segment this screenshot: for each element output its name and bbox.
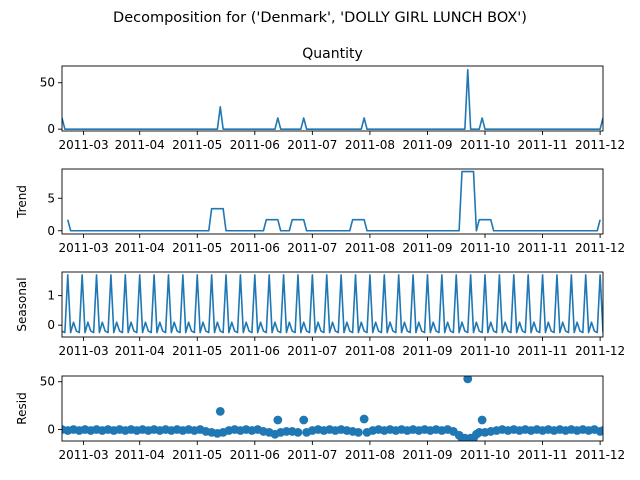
y-tick-label: 1: [47, 289, 55, 303]
x-tick-label: 2011-10: [460, 241, 510, 255]
x-tick-label: 2011-07: [287, 241, 337, 255]
resid-point: [273, 415, 283, 425]
quantity-title: Quantity: [302, 46, 363, 62]
x-tick-label: 2011-04: [115, 138, 165, 152]
x-tick-label: 2011-04: [115, 241, 165, 255]
x-tick-label: 2011-03: [59, 344, 109, 358]
y-tick-label: 50: [40, 76, 55, 90]
x-tick-label: 2011-03: [59, 448, 109, 462]
x-tick-label: 2011-10: [460, 344, 510, 358]
x-tick-label: 2011-09: [402, 448, 452, 462]
x-tick-label: 2011-03: [59, 241, 109, 255]
x-tick-label: 2011-07: [287, 448, 337, 462]
x-tick-label: 2011-10: [460, 448, 510, 462]
x-tick-label: 2011-09: [402, 241, 452, 255]
seasonal-axes-frame: [61, 271, 604, 338]
quantity-line: [62, 68, 603, 130]
y-tick-label: 0: [47, 224, 55, 238]
x-tick-label: 2011-08: [345, 138, 395, 152]
x-tick-label: 2011-05: [172, 344, 222, 358]
x-tick-label: 2011-09: [402, 344, 452, 358]
x-tick-label: 2011-09: [402, 138, 452, 152]
resid-point: [477, 415, 487, 425]
x-tick-label: 2011-05: [172, 448, 222, 462]
x-tick-label: 2011-11: [517, 448, 567, 462]
trend-series: [66, 170, 601, 232]
x-tick-label: 2011-06: [230, 344, 280, 358]
trend-line: [66, 170, 601, 232]
quantity-axes-frame: [61, 65, 604, 132]
y-tick-label: 0: [47, 423, 55, 437]
resid-point: [354, 428, 363, 437]
resid-ylabel: Resid: [15, 392, 29, 424]
panel-quantity: 0 50 2011-03 2011-04 2011-05 2011-06 2011-07 20…: [40, 46, 625, 152]
resid-point: [215, 406, 225, 416]
resid-axes-frame: [61, 375, 604, 442]
panel-seasonal: 0 1 2011-03 2011-04 2011-05 2011-06 2011-07 201…: [15, 271, 625, 358]
y-tick-label: 0: [47, 122, 55, 136]
x-tick-label: 2011-12: [575, 448, 625, 462]
x-tick-label: 2011-05: [172, 241, 222, 255]
trend-ylabel: Trend: [15, 185, 29, 219]
y-tick-label: 50: [40, 375, 55, 389]
x-tick-label: 2011-04: [115, 448, 165, 462]
resid-point: [299, 415, 309, 425]
x-tick-label: 2011-12: [575, 344, 625, 358]
y-tick-label: 0: [47, 318, 55, 332]
seasonal-series: [62, 274, 603, 334]
seasonal-ylabel: Seasonal: [15, 277, 29, 331]
x-tick-label: 2011-12: [575, 241, 625, 255]
x-tick-label: 2011-11: [517, 138, 567, 152]
x-tick-label: 2011-03: [59, 138, 109, 152]
x-tick-label: 2011-11: [517, 344, 567, 358]
resid-point: [463, 376, 473, 384]
trend-axes-frame: [61, 168, 604, 235]
x-tick-label: 2011-08: [345, 448, 395, 462]
resid-point: [293, 428, 303, 437]
x-tick-label: 2011-06: [230, 138, 280, 152]
x-tick-label: 2011-10: [460, 138, 510, 152]
figure-title: Decomposition for ('Denmark', 'DOLLY GIR…: [113, 10, 527, 26]
panel-resid: 0 50 2011-03 2011-04 2011-05 2011-06 2011-07 20…: [15, 375, 625, 462]
x-tick-label: 2011-12: [575, 138, 625, 152]
y-tick-label: 5: [47, 191, 55, 205]
x-tick-label: 2011-11: [517, 241, 567, 255]
resid-point: [359, 414, 369, 424]
x-tick-label: 2011-06: [230, 448, 280, 462]
x-tick-label: 2011-06: [230, 241, 280, 255]
resid-series: [62, 376, 603, 441]
seasonal-line: [62, 274, 603, 334]
x-tick-label: 2011-08: [345, 241, 395, 255]
x-tick-label: 2011-05: [172, 138, 222, 152]
panel-trend: 0 5 2011-03 2011-04 2011-05 2011-06 2011-07 201…: [15, 168, 625, 255]
x-tick-label: 2011-07: [287, 138, 337, 152]
x-tick-label: 2011-08: [345, 344, 395, 358]
x-tick-label: 2011-07: [287, 344, 337, 358]
quantity-series: [62, 68, 603, 130]
x-tick-label: 2011-04: [115, 344, 165, 358]
resid-point: [598, 426, 603, 435]
